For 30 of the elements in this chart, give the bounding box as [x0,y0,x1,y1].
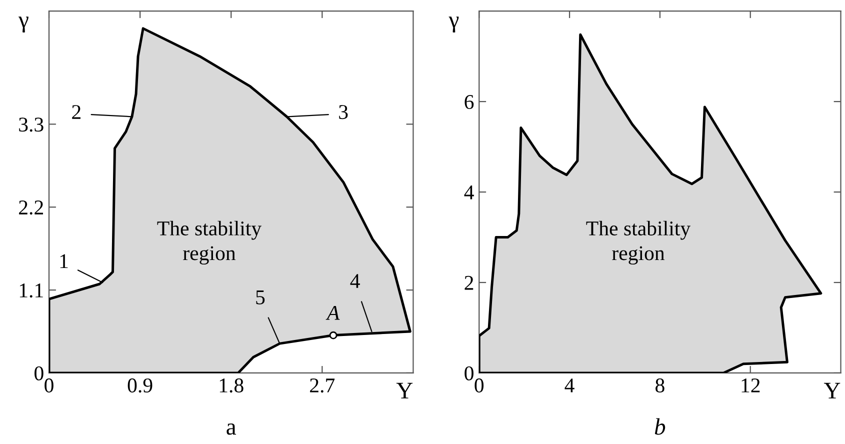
annotation: 1 [60,254,68,268]
x-tick-label: 12 [742,378,760,392]
y-axis-title: γ [448,16,459,33]
text: a [226,424,236,435]
y-tick-label: 0 [34,366,44,380]
x-tick-label: 0 [474,378,484,392]
x-tick-label: 2.7 [310,378,335,393]
x-tick-label: 1.8 [220,378,244,393]
annotation: The stability region [586,220,691,265]
y-tick-label: 2.2 [19,200,43,215]
x-tick-label: 4 [564,378,574,392]
annotation: A [326,306,340,320]
y-axis-title: γ [18,16,28,33]
y-tick-label: 1.1 [20,284,43,298]
x-tick-label: 0 [44,378,54,392]
y-tick-label: 6 [464,95,474,109]
x-axis-title: Υ [824,382,840,398]
text: b [654,418,666,435]
x-tick-label: 0.9 [128,378,152,393]
x-axis-title: Υ [396,382,413,398]
annotation: 2 [72,105,80,119]
y-tick-label: 3.3 [19,118,44,132]
annotation: 4 [350,274,360,288]
y-tick-label: 2 [464,276,474,290]
y-tick-label: 4 [464,186,474,200]
annotation: 3 [339,105,348,120]
x-tick-label: 8 [656,378,664,392]
y-tick-label: 0 [464,366,474,380]
annotation: 5 [256,290,265,304]
annotation: The stability region [157,220,262,265]
